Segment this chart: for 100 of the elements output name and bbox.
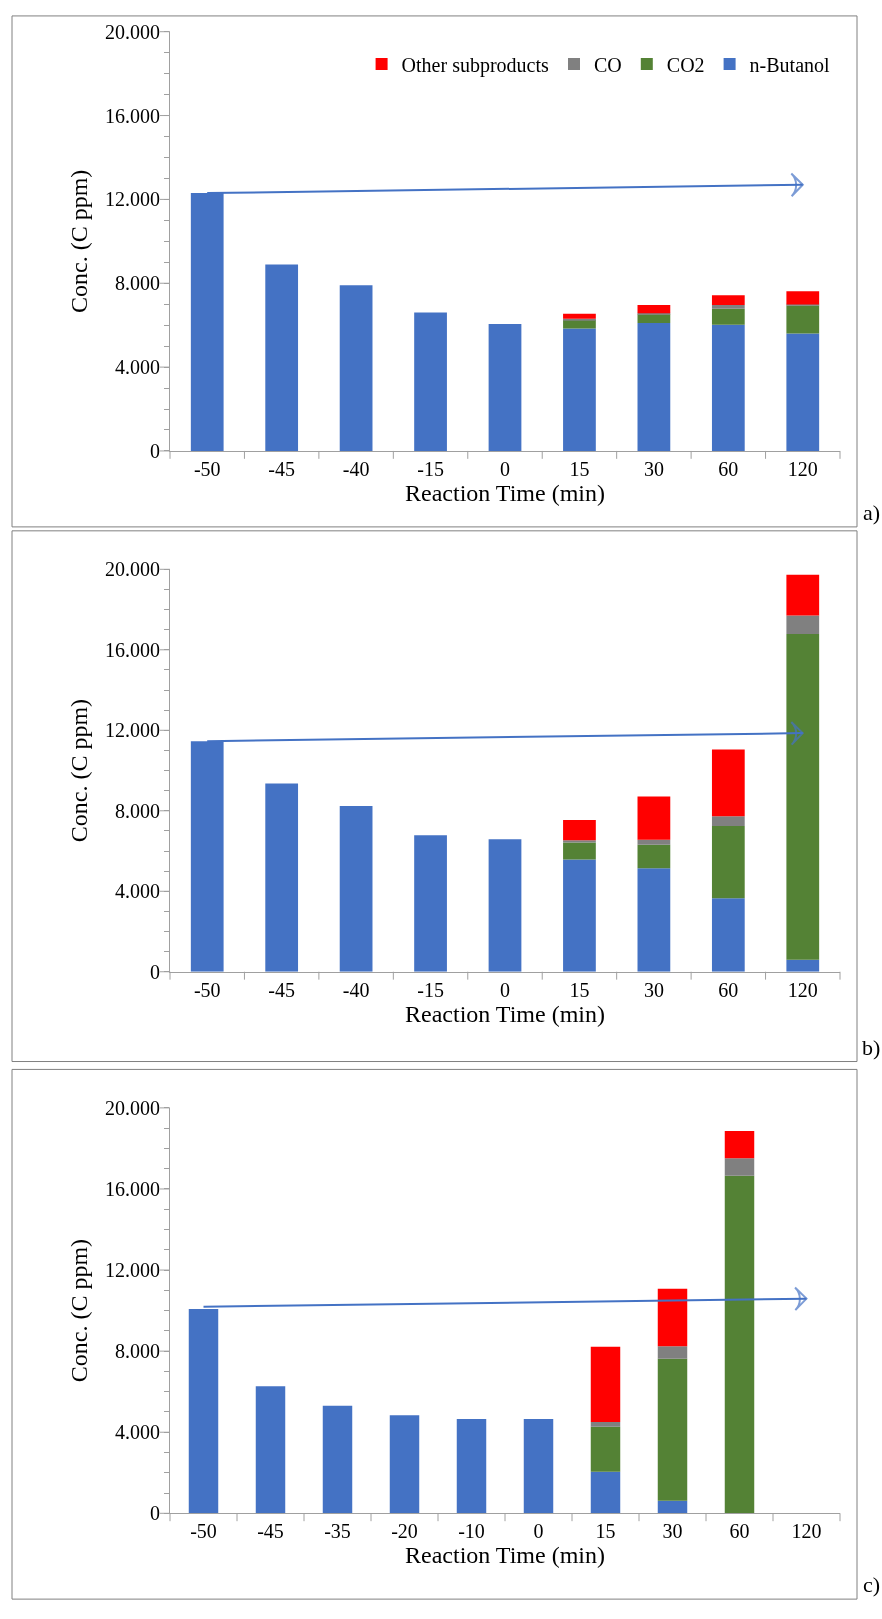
y-tick-label: 8.000 <box>115 272 160 295</box>
bar <box>657 1358 688 1501</box>
bar <box>786 959 820 972</box>
y-tick-label: 0 <box>150 1502 160 1525</box>
x-tick-label: 60 <box>718 978 739 1001</box>
bar <box>786 303 820 306</box>
text: b) <box>862 1035 881 1060</box>
bar <box>657 1500 688 1514</box>
bar <box>563 842 596 860</box>
bar <box>265 264 299 451</box>
x-axis-title: Reaction Time (min) <box>405 1000 605 1027</box>
y-tick-label: 4.000 <box>115 1421 160 1444</box>
x-tick-label: 30 <box>643 978 664 1001</box>
bar <box>637 796 671 840</box>
bar <box>414 835 447 972</box>
y-tick-label: 0 <box>150 439 160 462</box>
bar <box>414 312 447 451</box>
bar <box>657 1288 688 1347</box>
x-tick-label: 0 <box>500 978 510 1001</box>
bar <box>637 839 671 845</box>
bar <box>265 783 299 972</box>
x-axis-title: Reaction Time (min) <box>405 479 605 506</box>
y-tick-label: 12.000 <box>105 1259 160 1282</box>
bar <box>563 859 596 972</box>
bar <box>724 1158 755 1176</box>
bar <box>711 308 745 325</box>
x-axis-title: Reaction Time (min) <box>405 1542 605 1569</box>
bar <box>389 1415 420 1514</box>
x-tick-label: -50 <box>193 457 221 480</box>
x-tick-label: 60 <box>729 1520 750 1543</box>
y-axis-title: Conc. (C ppm) <box>66 169 93 313</box>
x-tick-label: -35 <box>324 1520 351 1543</box>
legend-label: n-Butanol <box>749 53 831 76</box>
y-tick-label: 16.000 <box>105 638 160 661</box>
bar <box>322 1405 353 1514</box>
y-tick-label: 16.000 <box>105 1177 160 1200</box>
bar <box>786 333 820 451</box>
y-tick-label: 8.000 <box>115 1340 160 1363</box>
bar <box>255 1386 286 1514</box>
bar <box>523 1419 554 1514</box>
bar <box>590 1346 621 1422</box>
x-tick-label: -45 <box>268 978 296 1001</box>
x-tick-label: 0 <box>500 457 510 480</box>
x-tick-label: -10 <box>458 1520 485 1543</box>
y-tick-label: 8.000 <box>115 799 160 822</box>
bar <box>657 1346 688 1359</box>
x-tick-label: -45 <box>268 457 296 480</box>
bar <box>786 291 820 305</box>
bar <box>711 826 745 899</box>
bar <box>488 839 522 972</box>
bar <box>711 295 745 306</box>
y-tick-label: 4.000 <box>115 356 160 379</box>
bar <box>711 816 745 827</box>
x-tick-label: 15 <box>569 457 590 480</box>
bar <box>590 1471 621 1514</box>
y-tick-label: 12.000 <box>105 719 160 742</box>
bar <box>590 1426 621 1472</box>
bar <box>724 1175 755 1514</box>
bar <box>339 285 373 451</box>
bar <box>637 868 671 972</box>
x-tick-label: 30 <box>662 1520 683 1543</box>
bar <box>563 313 596 319</box>
x-tick-label: -40 <box>342 457 370 480</box>
bar <box>590 1421 621 1427</box>
bar <box>637 323 671 451</box>
bar <box>563 318 596 321</box>
bar <box>711 324 745 451</box>
y-tick-label: 20.000 <box>105 1096 160 1119</box>
bar <box>724 1131 755 1159</box>
legend-label: CO <box>594 53 622 76</box>
bar <box>786 633 820 960</box>
x-tick-label: 15 <box>595 1520 616 1543</box>
bar <box>786 574 820 616</box>
bar <box>563 840 596 843</box>
bar <box>339 805 373 972</box>
bar <box>488 324 522 451</box>
y-tick-label: 16.000 <box>105 104 160 127</box>
bar <box>563 328 596 451</box>
y-tick-label: 12.000 <box>105 188 160 211</box>
x-tick-label: -15 <box>417 978 444 1001</box>
bar <box>637 844 671 869</box>
x-tick-label: 30 <box>643 457 664 480</box>
bar <box>711 749 745 817</box>
bar <box>786 305 820 334</box>
x-tick-label: -40 <box>342 978 370 1001</box>
x-tick-label: 120 <box>787 978 818 1001</box>
x-tick-label: -15 <box>417 457 444 480</box>
text: c) <box>863 1572 881 1597</box>
bar <box>637 305 671 314</box>
x-tick-label: 120 <box>791 1520 822 1543</box>
y-axis-title: Conc. (C ppm) <box>66 1238 93 1383</box>
x-tick-label: 120 <box>787 457 818 480</box>
y-tick-label: 0 <box>150 960 160 983</box>
x-tick-label: 60 <box>718 457 739 480</box>
x-tick-label: 0 <box>533 1520 544 1543</box>
x-tick-label: -50 <box>190 1520 217 1543</box>
bar <box>711 898 745 972</box>
legend-label: CO2 <box>666 53 705 76</box>
y-tick-label: 20.000 <box>105 20 160 43</box>
x-tick-label: -20 <box>391 1520 418 1543</box>
